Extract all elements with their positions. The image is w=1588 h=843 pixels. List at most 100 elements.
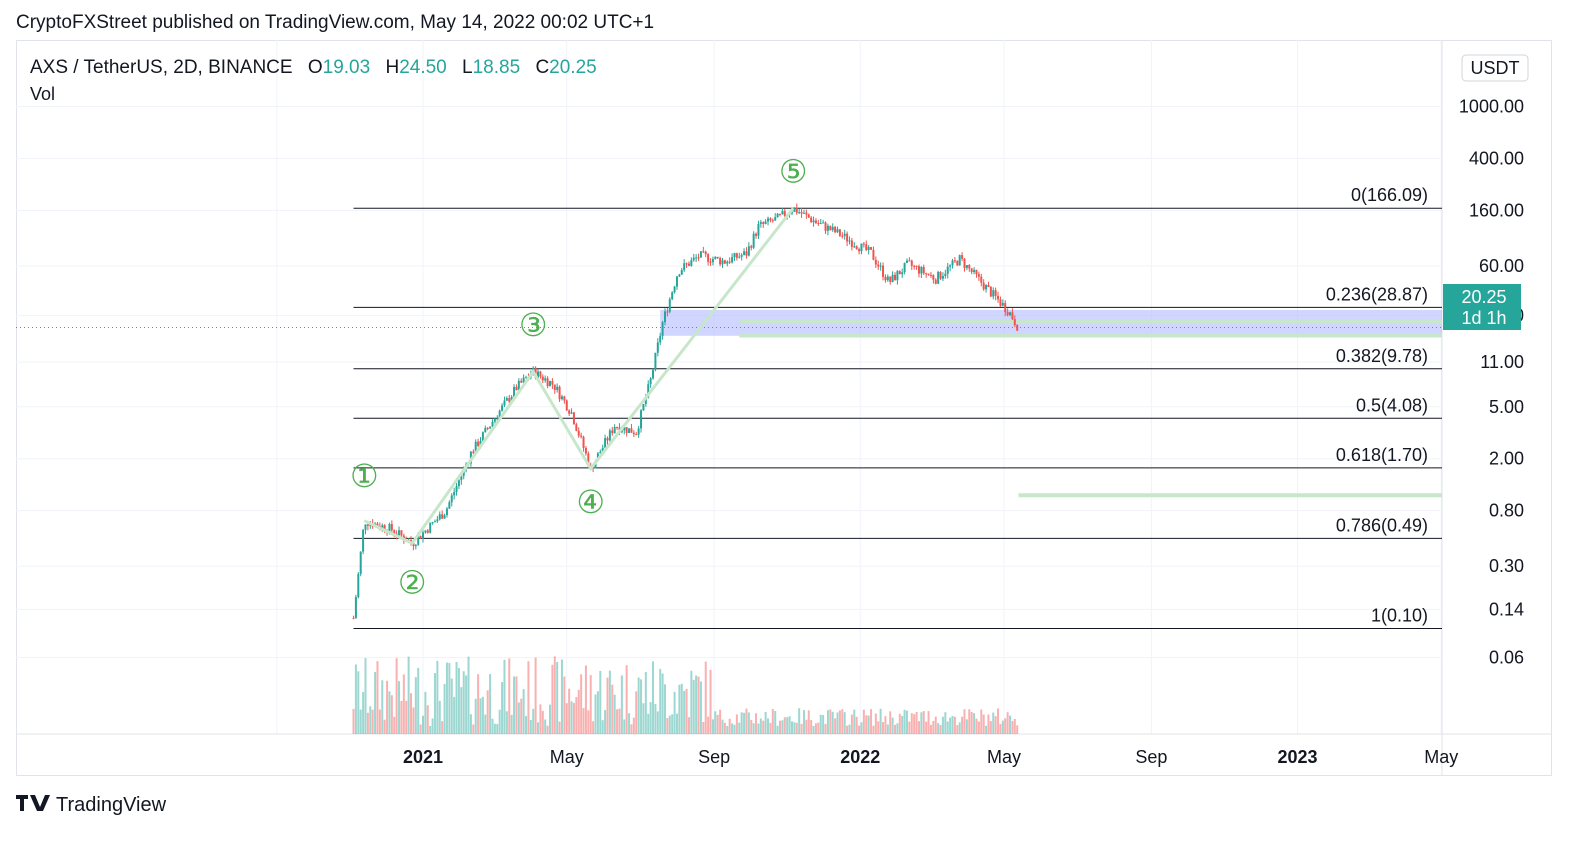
price-tick: 2.00 <box>1489 449 1524 469</box>
volume-bar <box>525 716 528 734</box>
volume-bar <box>551 664 554 734</box>
volume-bar <box>769 722 772 734</box>
volume-bar <box>390 695 393 734</box>
volume-bar <box>431 718 434 734</box>
volume-bar <box>683 690 686 734</box>
candle-body <box>560 396 563 400</box>
footer-brand[interactable]: TradingView <box>16 793 166 817</box>
fib-level-label: 1(0.10) <box>1371 606 1428 626</box>
volume-bar <box>963 709 966 734</box>
volume-bar <box>671 714 674 734</box>
volume-bar <box>565 703 568 734</box>
volume-bar <box>987 714 990 734</box>
volume-bar <box>541 710 544 734</box>
candle-body <box>987 284 990 287</box>
volume-bar <box>532 708 535 734</box>
volume-bar <box>874 713 877 734</box>
volume-bar <box>441 721 444 734</box>
volume-bar <box>690 670 693 734</box>
volume-bar <box>678 684 681 734</box>
candle-body <box>424 530 427 533</box>
volume-bar <box>853 709 856 734</box>
candle-body <box>599 451 602 454</box>
volume-bar <box>443 683 446 734</box>
candle-body <box>419 535 422 539</box>
volume-bar <box>970 712 973 734</box>
candle-body <box>568 410 571 414</box>
volume-bar <box>364 658 367 734</box>
volume-label: Vol <box>30 84 56 104</box>
candle-body <box>572 412 575 425</box>
volume-bar <box>896 723 899 734</box>
volume-bar <box>776 725 779 734</box>
volume-bar <box>738 722 741 734</box>
candle-body <box>704 251 707 255</box>
volume-bar <box>508 658 511 734</box>
wave-label: ② <box>398 565 427 601</box>
candle-body <box>671 292 674 300</box>
candle-body <box>750 246 753 248</box>
candle-body <box>683 263 686 271</box>
volume-bar <box>354 664 357 734</box>
last-price-value: 20.25 <box>1461 287 1506 307</box>
chart-frame[interactable] <box>16 40 1552 776</box>
candle-body <box>702 251 705 253</box>
candle-body <box>606 438 609 441</box>
candle-body <box>436 519 439 522</box>
candle-body <box>874 259 877 265</box>
volume-bar <box>781 720 784 734</box>
volume-bar <box>889 711 892 734</box>
volume-bar <box>491 718 494 734</box>
volume-bar <box>977 721 980 734</box>
volume-bar <box>867 715 870 734</box>
volume-bar <box>628 713 631 734</box>
candle-body <box>843 233 846 236</box>
price-tick: 1000.00 <box>1459 97 1524 117</box>
volume-bar <box>601 720 604 734</box>
volume-bar <box>726 725 729 734</box>
volume-bar <box>707 716 710 734</box>
volume-bar <box>846 725 849 734</box>
price-tick: 400.00 <box>1469 148 1524 168</box>
time-tick: May <box>1424 747 1458 767</box>
candle-body <box>738 256 741 258</box>
volume-bar <box>582 708 585 734</box>
volume-bar <box>994 716 997 734</box>
volume-bar <box>592 721 595 734</box>
volume-bar <box>790 721 793 734</box>
grid-lines <box>16 40 1552 776</box>
candle-body <box>822 222 825 224</box>
volume-bar <box>376 661 379 734</box>
candle-body <box>553 384 556 390</box>
candle-body <box>388 524 391 533</box>
volume-bar <box>484 714 487 734</box>
candle-body <box>498 410 501 419</box>
volume-bar <box>973 713 976 734</box>
candle-body <box>455 486 458 492</box>
candle-body <box>731 257 734 263</box>
volume-bar <box>412 707 415 734</box>
candle-body <box>728 261 731 263</box>
volume-bar <box>831 711 834 734</box>
volume-bar <box>666 717 669 734</box>
volume-bar <box>613 694 616 734</box>
candle-body <box>381 525 384 529</box>
candle-body <box>460 475 463 481</box>
candle-body <box>366 524 369 526</box>
low-value: 18.85 <box>472 57 521 78</box>
volume-bar <box>917 721 920 734</box>
candle-body <box>896 271 899 281</box>
volume-bar <box>383 719 386 734</box>
volume-bar <box>908 721 911 734</box>
candle-body <box>908 260 911 262</box>
candle-body <box>563 396 566 401</box>
volume-bar <box>630 724 633 734</box>
candle-body <box>903 262 906 273</box>
volume-bar <box>558 721 561 734</box>
volume-bar <box>560 659 563 734</box>
volume-bar <box>743 712 746 734</box>
volume-bar <box>822 715 825 734</box>
candle-body <box>486 428 489 430</box>
candle-body <box>735 253 738 258</box>
